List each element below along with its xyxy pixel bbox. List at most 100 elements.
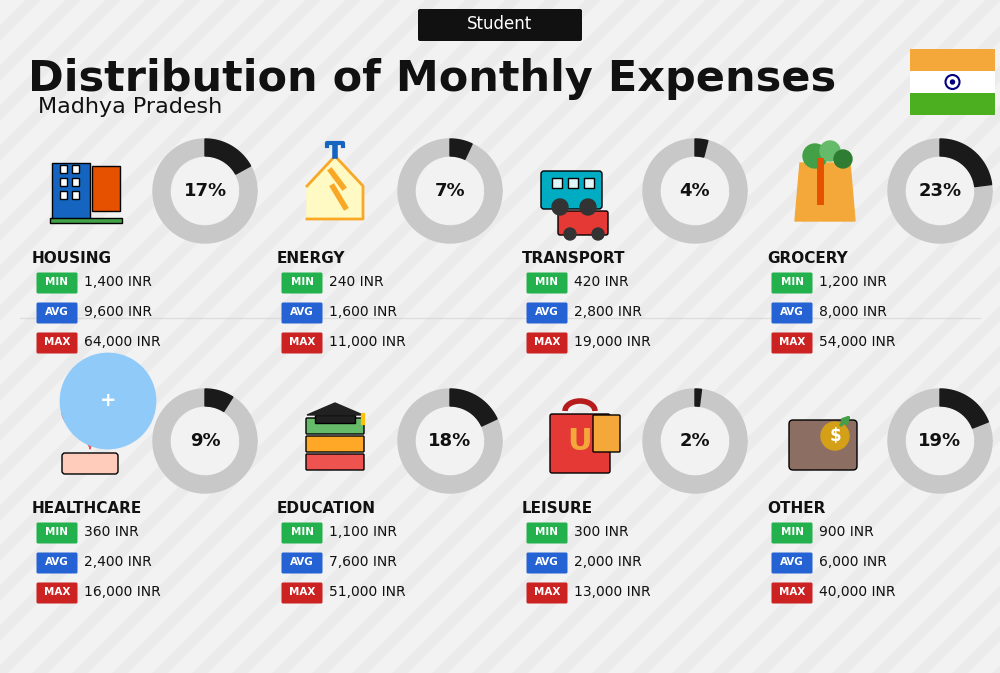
Text: MIN: MIN <box>46 527 68 537</box>
Text: 1,400 INR: 1,400 INR <box>84 275 152 289</box>
Text: AVG: AVG <box>45 307 69 317</box>
FancyBboxPatch shape <box>52 163 90 221</box>
Circle shape <box>580 199 596 215</box>
FancyBboxPatch shape <box>36 583 78 604</box>
Circle shape <box>172 158 238 224</box>
FancyBboxPatch shape <box>910 71 995 93</box>
Polygon shape <box>153 389 257 493</box>
Circle shape <box>552 199 568 215</box>
FancyBboxPatch shape <box>282 553 322 573</box>
Polygon shape <box>643 389 747 493</box>
Circle shape <box>662 408 728 474</box>
FancyBboxPatch shape <box>72 191 79 199</box>
FancyBboxPatch shape <box>282 273 322 293</box>
Polygon shape <box>307 156 363 219</box>
Text: 8,000 INR: 8,000 INR <box>819 305 887 319</box>
FancyBboxPatch shape <box>72 165 79 173</box>
Circle shape <box>820 141 840 161</box>
Polygon shape <box>795 163 855 221</box>
FancyBboxPatch shape <box>60 191 67 199</box>
Polygon shape <box>450 139 472 160</box>
FancyBboxPatch shape <box>92 166 120 211</box>
FancyBboxPatch shape <box>526 553 568 573</box>
FancyBboxPatch shape <box>526 583 568 604</box>
Text: GROCERY: GROCERY <box>767 251 848 266</box>
Circle shape <box>662 158 728 224</box>
Text: AVG: AVG <box>780 557 804 567</box>
Text: OTHER: OTHER <box>767 501 825 516</box>
Text: 54,000 INR: 54,000 INR <box>819 335 896 349</box>
Text: AVG: AVG <box>535 557 559 567</box>
Polygon shape <box>940 139 992 186</box>
Polygon shape <box>888 139 992 243</box>
FancyBboxPatch shape <box>789 420 857 470</box>
Text: +: + <box>100 392 116 411</box>
Polygon shape <box>62 398 118 449</box>
FancyBboxPatch shape <box>526 522 568 544</box>
FancyBboxPatch shape <box>306 454 364 470</box>
Text: 2%: 2% <box>680 432 710 450</box>
FancyBboxPatch shape <box>418 9 582 41</box>
Text: 420 INR: 420 INR <box>574 275 629 289</box>
FancyBboxPatch shape <box>60 178 67 186</box>
FancyBboxPatch shape <box>558 211 608 235</box>
Polygon shape <box>643 139 747 243</box>
Text: 2,400 INR: 2,400 INR <box>84 555 152 569</box>
Polygon shape <box>398 389 502 493</box>
Text: 1,100 INR: 1,100 INR <box>329 525 397 539</box>
Text: HEALTHCARE: HEALTHCARE <box>32 501 142 516</box>
FancyBboxPatch shape <box>282 522 322 544</box>
Text: MIN: MIN <box>536 277 558 287</box>
Text: U: U <box>568 427 592 456</box>
Text: 240 INR: 240 INR <box>329 275 384 289</box>
Text: AVG: AVG <box>45 557 69 567</box>
Text: 64,000 INR: 64,000 INR <box>84 335 161 349</box>
Text: AVG: AVG <box>290 307 314 317</box>
Text: 300 INR: 300 INR <box>574 525 629 539</box>
Text: 4%: 4% <box>680 182 710 200</box>
FancyBboxPatch shape <box>50 218 122 223</box>
Text: 40,000 INR: 40,000 INR <box>819 585 896 599</box>
Text: 7,600 INR: 7,600 INR <box>329 555 397 569</box>
FancyBboxPatch shape <box>282 302 322 324</box>
Text: 900 INR: 900 INR <box>819 525 874 539</box>
FancyBboxPatch shape <box>772 553 812 573</box>
Text: 360 INR: 360 INR <box>84 525 139 539</box>
Circle shape <box>417 408 483 474</box>
FancyBboxPatch shape <box>772 332 812 353</box>
Text: 19,000 INR: 19,000 INR <box>574 335 651 349</box>
FancyBboxPatch shape <box>72 178 79 186</box>
Polygon shape <box>888 389 992 493</box>
Text: Student: Student <box>467 15 533 33</box>
Text: 2,000 INR: 2,000 INR <box>574 555 642 569</box>
FancyBboxPatch shape <box>593 415 620 452</box>
FancyBboxPatch shape <box>36 332 78 353</box>
FancyBboxPatch shape <box>62 453 118 474</box>
Text: Madhya Pradesh: Madhya Pradesh <box>38 97 222 117</box>
Text: Distribution of Monthly Expenses: Distribution of Monthly Expenses <box>28 58 836 100</box>
Polygon shape <box>205 389 233 411</box>
Circle shape <box>907 408 973 474</box>
Text: 11,000 INR: 11,000 INR <box>329 335 406 349</box>
FancyBboxPatch shape <box>910 49 995 71</box>
Text: AVG: AVG <box>535 307 559 317</box>
FancyBboxPatch shape <box>306 418 364 434</box>
Text: MAX: MAX <box>779 337 805 347</box>
FancyBboxPatch shape <box>568 178 578 188</box>
Circle shape <box>907 158 973 224</box>
Circle shape <box>803 144 827 168</box>
Text: TRANSPORT: TRANSPORT <box>522 251 626 266</box>
Text: MIN: MIN <box>536 527 558 537</box>
FancyBboxPatch shape <box>60 165 67 173</box>
FancyBboxPatch shape <box>584 178 594 188</box>
Circle shape <box>172 408 238 474</box>
Circle shape <box>417 158 483 224</box>
Text: 9%: 9% <box>190 432 220 450</box>
Polygon shape <box>695 139 708 157</box>
FancyBboxPatch shape <box>36 273 78 293</box>
Circle shape <box>821 422 849 450</box>
FancyBboxPatch shape <box>550 414 610 473</box>
FancyBboxPatch shape <box>526 332 568 353</box>
Text: MAX: MAX <box>779 587 805 597</box>
Text: AVG: AVG <box>780 307 804 317</box>
